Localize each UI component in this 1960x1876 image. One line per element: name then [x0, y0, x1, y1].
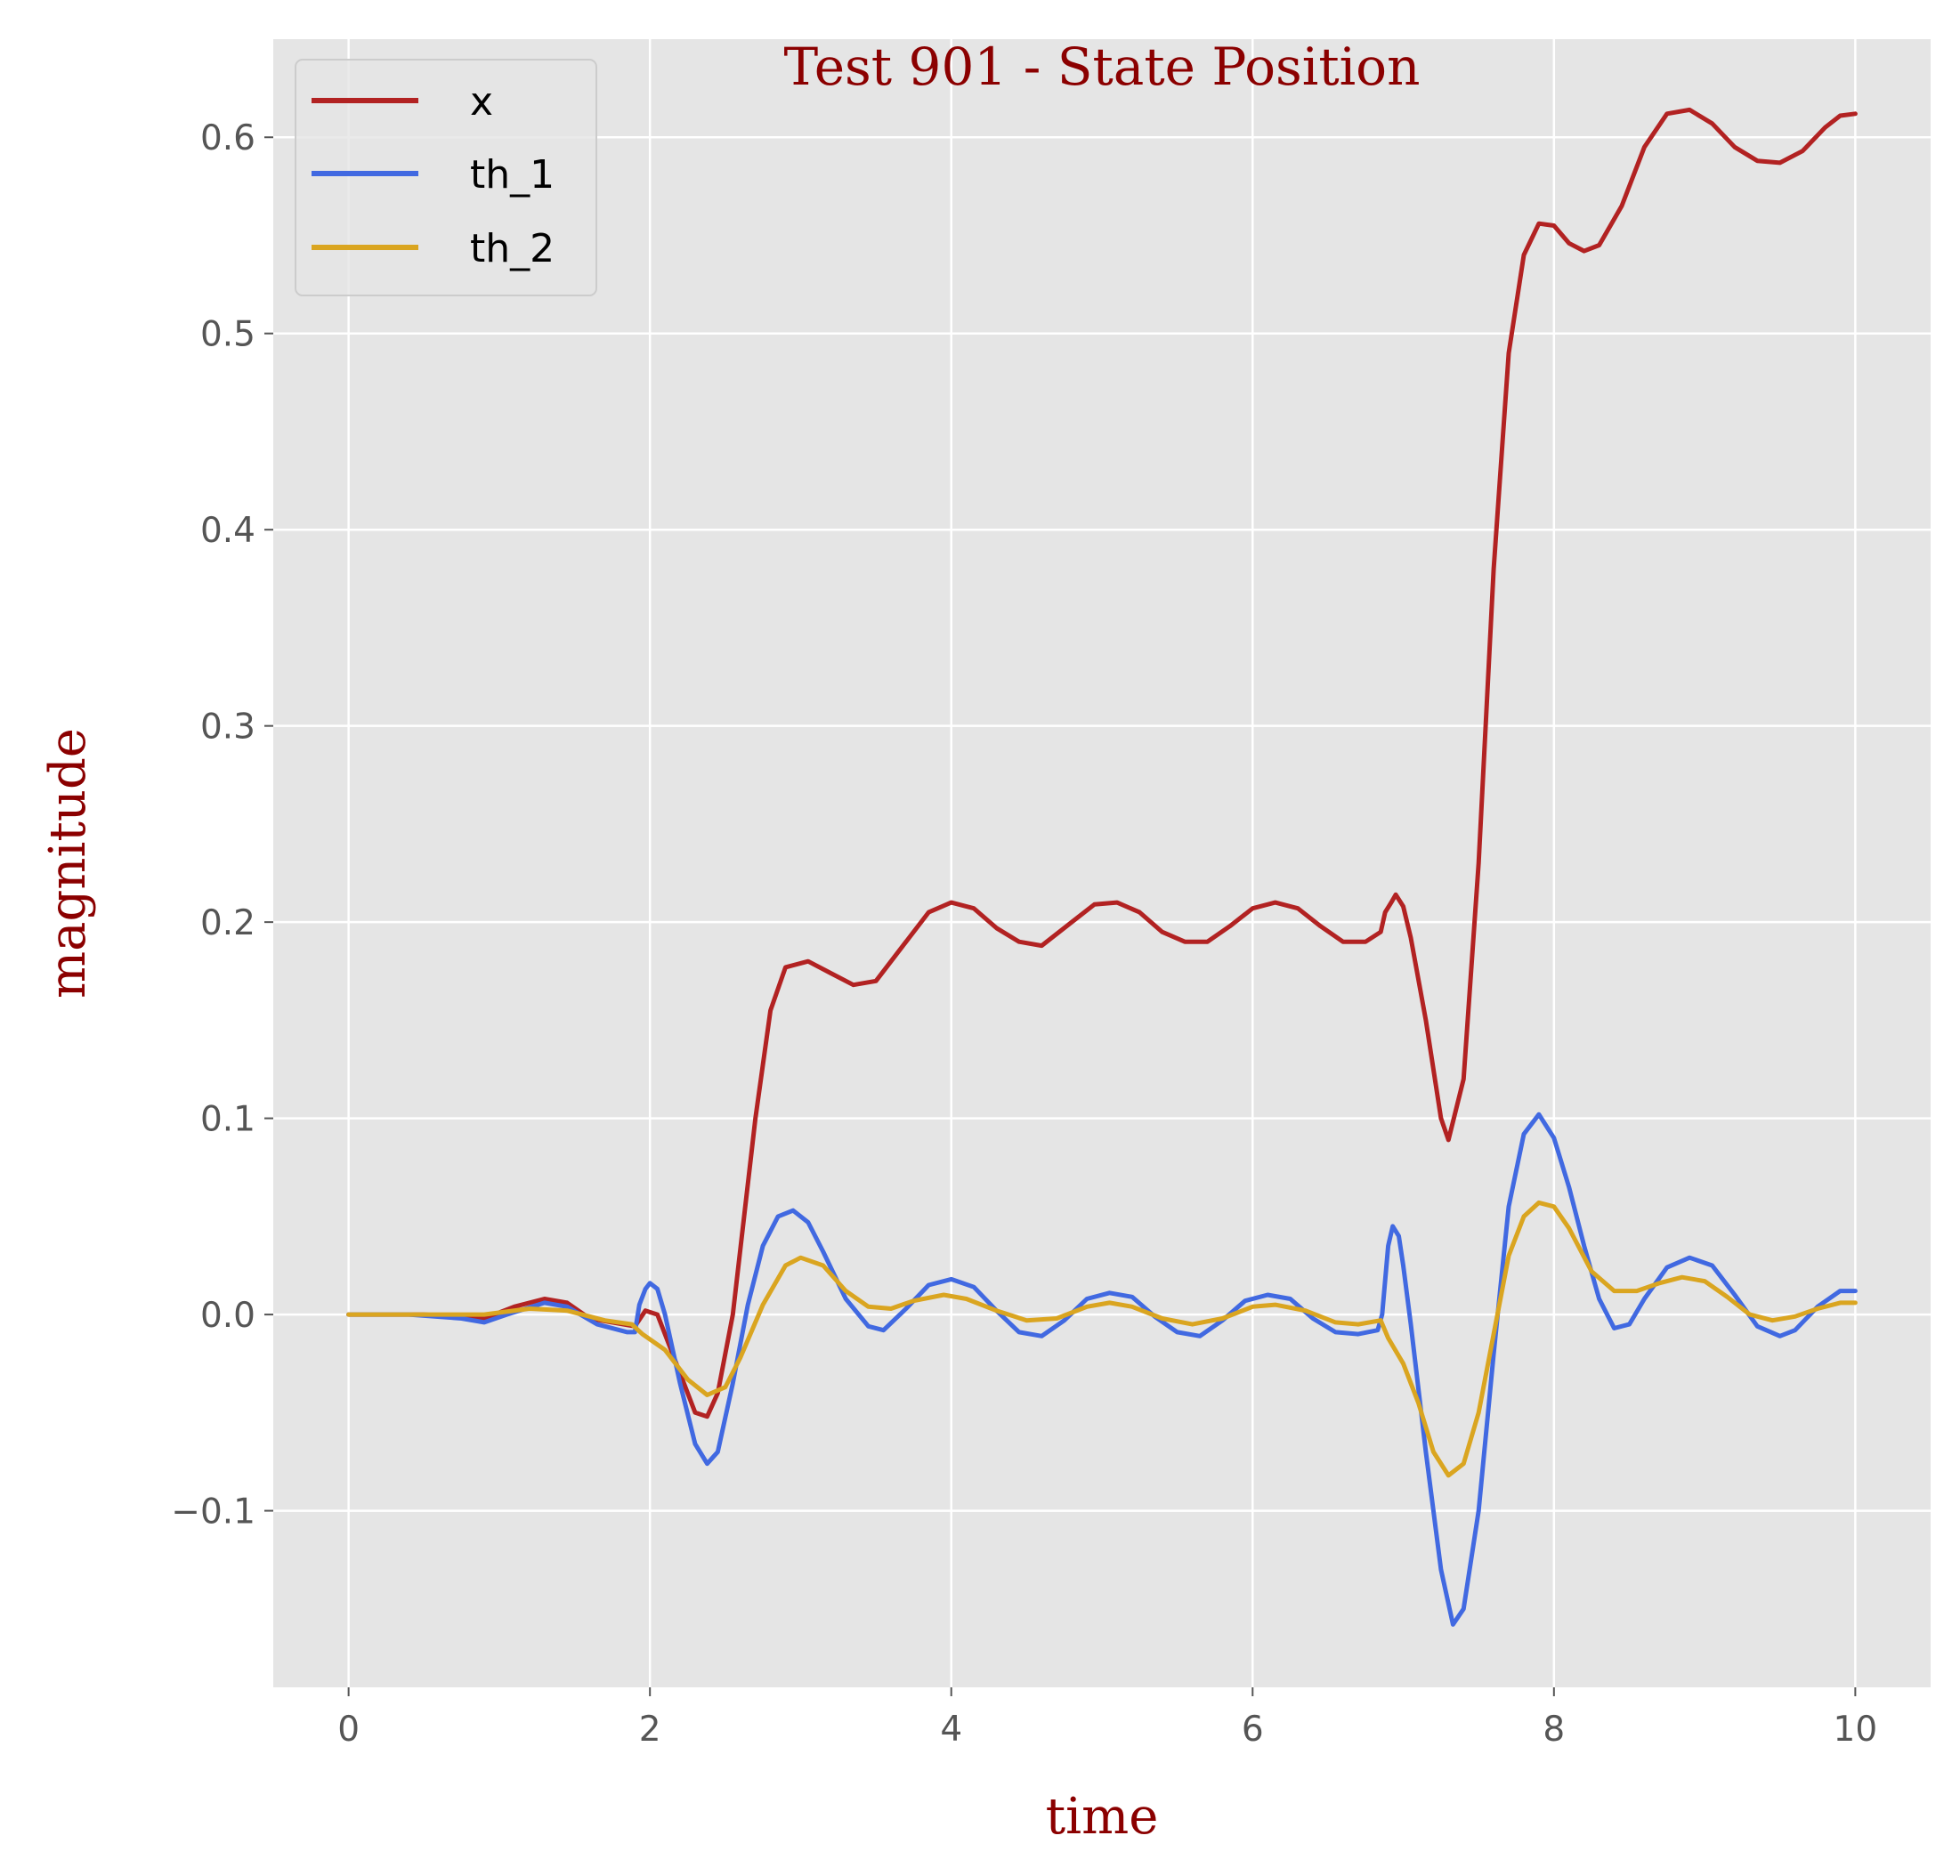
y-tick-label: −0.1	[171, 1492, 255, 1532]
y-tick-label: 0.6	[200, 118, 255, 158]
legend-label-x: x	[470, 79, 493, 125]
chart-title: Test 901 - State Position	[784, 36, 1421, 97]
series-line-x	[346, 107, 1858, 1419]
grid-lines	[273, 39, 1931, 1687]
x-axis-label: time	[1046, 1788, 1159, 1846]
x-tick-label: 0	[337, 1710, 360, 1750]
x-tick-label: 10	[1834, 1710, 1878, 1750]
y-tick-label: 0.0	[200, 1296, 255, 1336]
x-tick-labels: 0 2 4 6 8 10	[337, 1687, 1877, 1750]
y-tick-label: 0.1	[200, 1100, 255, 1140]
x-tick-label: 4	[940, 1710, 962, 1750]
y-tick-label: 0.2	[200, 903, 255, 943]
series-line-th-2	[346, 1200, 1858, 1478]
series-lines	[346, 107, 1858, 1627]
legend: x th_1 th_2	[295, 59, 597, 296]
y-tick-label: 0.5	[200, 315, 255, 355]
y-tick-labels: −0.1 0.0 0.1 0.2 0.3 0.4 0.5 0.6	[171, 118, 273, 1532]
y-tick-label: 0.3	[200, 708, 255, 748]
legend-box	[295, 59, 597, 296]
legend-label-th-2: th_2	[470, 226, 555, 271]
x-tick-label: 6	[1242, 1710, 1264, 1750]
legend-label-th-1: th_1	[470, 152, 555, 198]
plot-background	[273, 39, 1931, 1687]
y-tick-label: 0.4	[200, 511, 255, 551]
x-tick-label: 8	[1543, 1710, 1565, 1750]
y-axis-label: magnitude	[39, 728, 97, 999]
x-tick-label: 2	[639, 1710, 661, 1750]
